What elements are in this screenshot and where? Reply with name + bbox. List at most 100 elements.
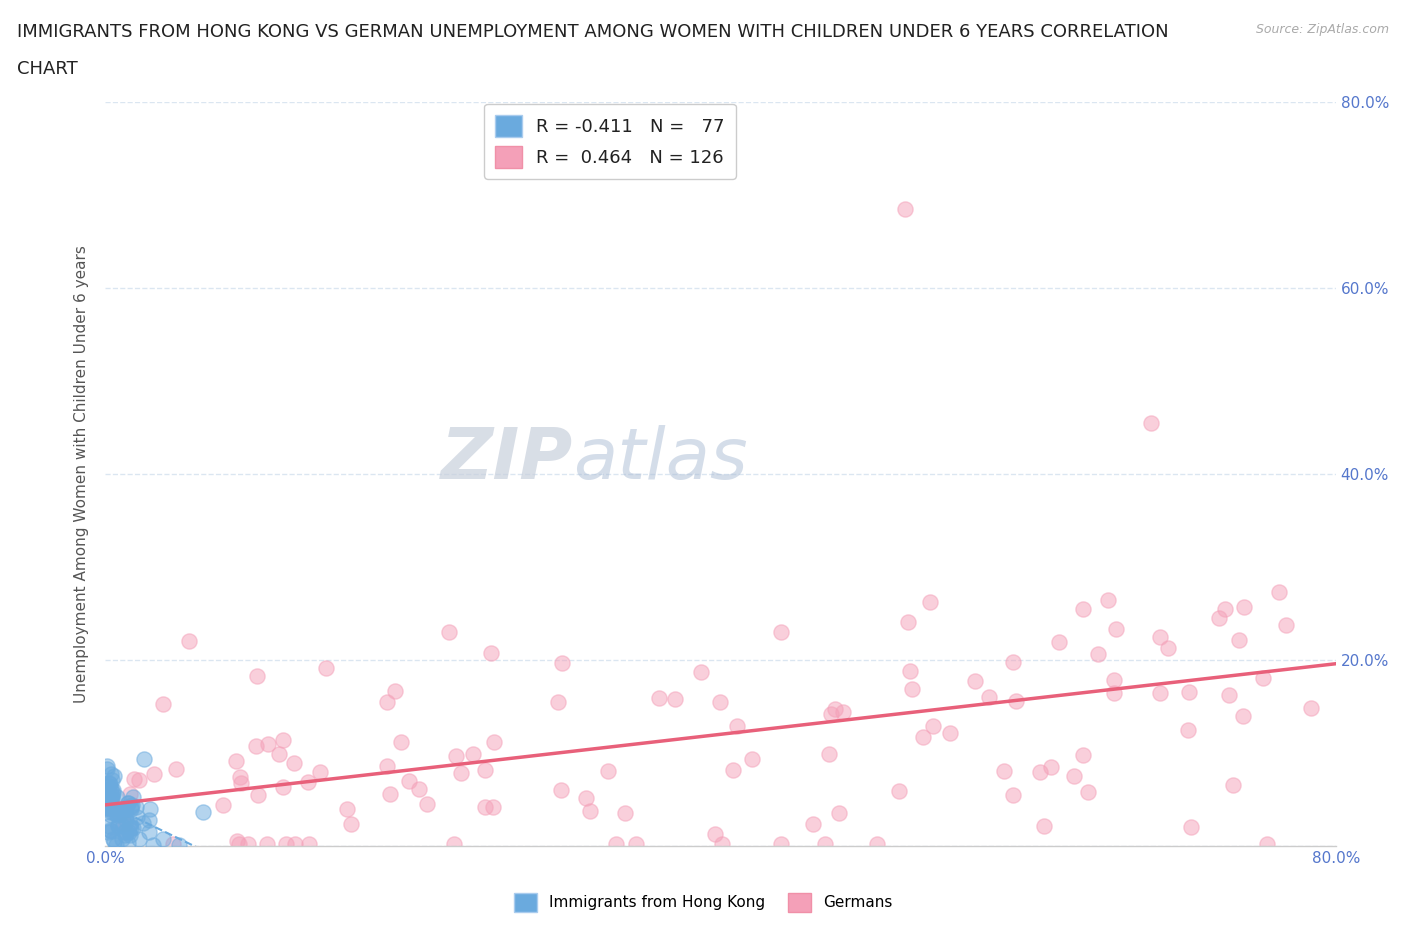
Point: [474, 763, 496, 777]
Text: ZIP: ZIP: [440, 425, 574, 494]
Point: [741, 751, 763, 766]
Point: [818, 747, 841, 762]
Point: [866, 837, 889, 852]
Point: [152, 831, 174, 846]
Point: [225, 753, 247, 768]
Point: [97, 824, 120, 839]
Point: [107, 806, 129, 821]
Point: [1299, 701, 1322, 716]
Point: [139, 802, 162, 817]
Point: [229, 770, 252, 785]
Text: Source: ZipAtlas.com: Source: ZipAtlas.com: [1256, 23, 1389, 36]
Point: [101, 804, 124, 819]
Point: [229, 776, 252, 790]
Point: [165, 762, 187, 777]
Point: [100, 773, 122, 788]
Point: [894, 202, 917, 217]
Point: [225, 833, 247, 848]
Point: [247, 788, 270, 803]
Point: [814, 837, 837, 852]
Point: [96, 799, 118, 814]
Point: [689, 665, 711, 680]
Point: [1232, 709, 1254, 724]
Point: [132, 816, 155, 830]
Point: [125, 800, 148, 815]
Point: [114, 813, 136, 828]
Point: [1039, 759, 1062, 774]
Point: [831, 704, 853, 719]
Point: [309, 764, 332, 779]
Point: [550, 782, 572, 797]
Point: [1213, 601, 1236, 616]
Point: [605, 837, 627, 852]
Point: [1149, 630, 1171, 644]
Point: [128, 773, 150, 788]
Point: [444, 749, 467, 764]
Point: [820, 707, 842, 722]
Point: [1251, 671, 1274, 685]
Point: [1063, 768, 1085, 783]
Text: CHART: CHART: [17, 60, 77, 78]
Point: [1002, 788, 1025, 803]
Point: [664, 691, 686, 706]
Point: [1149, 685, 1171, 700]
Point: [912, 730, 935, 745]
Point: [1097, 592, 1119, 607]
Point: [101, 788, 124, 803]
Point: [1157, 641, 1180, 656]
Point: [574, 790, 596, 805]
Point: [142, 838, 165, 853]
Point: [297, 775, 319, 790]
Point: [887, 783, 910, 798]
Point: [212, 798, 235, 813]
Point: [335, 802, 357, 817]
Point: [709, 695, 731, 710]
Point: [105, 838, 128, 853]
Point: [1178, 684, 1201, 699]
Point: [1087, 646, 1109, 661]
Point: [398, 774, 420, 789]
Point: [1004, 693, 1026, 708]
Point: [1256, 837, 1278, 852]
Point: [96, 801, 118, 816]
Point: [103, 833, 125, 848]
Point: [443, 837, 465, 852]
Point: [1105, 621, 1128, 636]
Point: [479, 645, 502, 660]
Point: [1001, 654, 1024, 669]
Point: [482, 800, 505, 815]
Text: atlas: atlas: [574, 425, 748, 494]
Point: [284, 837, 307, 852]
Legend: Immigrants from Hong Kong, Germans: Immigrants from Hong Kong, Germans: [508, 887, 898, 918]
Point: [408, 781, 430, 796]
Point: [134, 751, 156, 766]
Point: [96, 795, 118, 810]
Point: [1268, 584, 1291, 599]
Point: [238, 837, 260, 852]
Point: [450, 766, 472, 781]
Point: [97, 776, 120, 790]
Point: [115, 800, 138, 815]
Point: [167, 838, 190, 853]
Point: [97, 779, 120, 794]
Point: [993, 764, 1015, 779]
Point: [551, 656, 574, 671]
Point: [114, 825, 136, 840]
Point: [897, 615, 920, 630]
Point: [122, 790, 145, 804]
Point: [104, 806, 127, 821]
Point: [115, 808, 138, 823]
Point: [384, 684, 406, 698]
Point: [96, 790, 118, 804]
Point: [474, 799, 496, 814]
Point: [98, 822, 121, 837]
Point: [100, 790, 122, 805]
Point: [96, 782, 118, 797]
Point: [127, 809, 149, 824]
Point: [900, 682, 922, 697]
Point: [101, 786, 124, 801]
Point: [97, 818, 120, 833]
Point: [100, 781, 122, 796]
Point: [315, 661, 337, 676]
Point: [120, 800, 142, 815]
